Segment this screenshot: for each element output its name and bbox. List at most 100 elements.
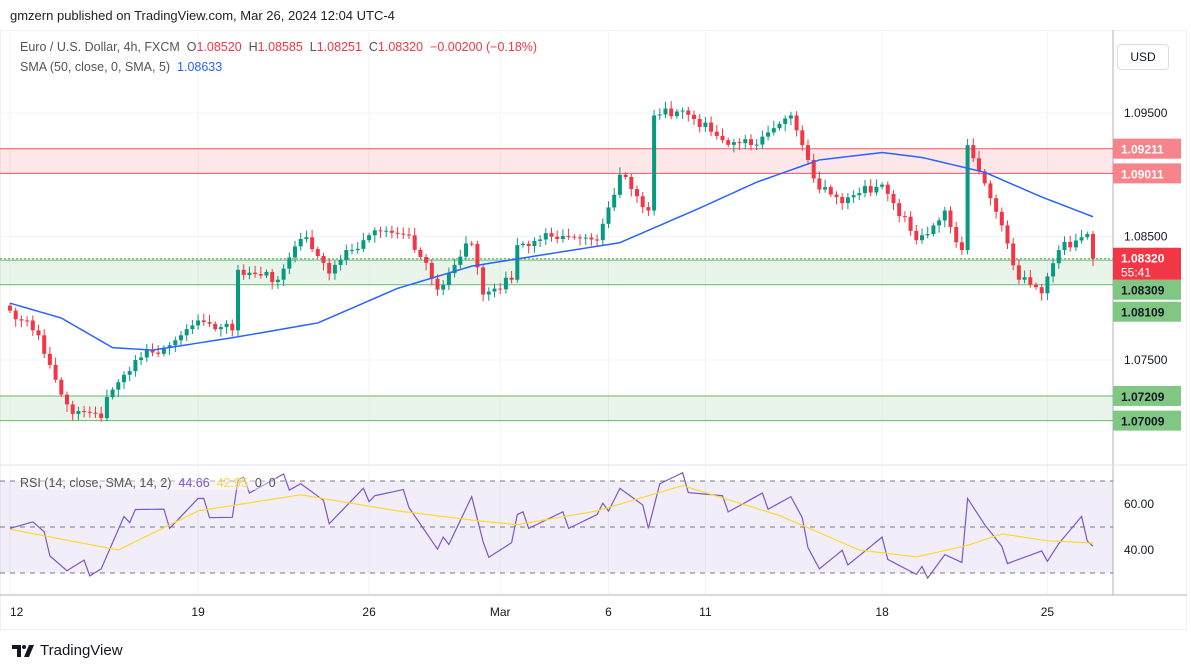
candle-down [1005, 225, 1010, 244]
candle-up [521, 243, 525, 246]
candle-down [646, 207, 651, 211]
candle-down [36, 330, 41, 336]
candle-down [25, 320, 30, 322]
candle-up [942, 210, 947, 221]
rsi-legend[interactable]: RSI (14, close, SMA, 14, 2) 44.66 42.95 … [20, 476, 276, 490]
level-price-label: 1.08309 [1121, 284, 1165, 298]
candle-down [794, 115, 799, 131]
time-tick-label: 12 [10, 605, 24, 619]
candle-down [806, 145, 810, 160]
candle-down [13, 310, 18, 320]
candle-down [65, 394, 69, 405]
low-value: 1.08251 [316, 40, 362, 54]
candle-down [321, 256, 326, 263]
candle-up [743, 139, 748, 144]
candle-down [42, 335, 47, 354]
candle-down [70, 404, 75, 414]
time-tick-label: Mar [490, 605, 511, 619]
candle-down [686, 110, 691, 115]
candle-down [566, 235, 571, 237]
candle-down [629, 176, 634, 190]
candle-up [446, 273, 451, 286]
candle-up [190, 325, 195, 330]
candle-up [1056, 250, 1061, 264]
candle-down [150, 350, 155, 353]
candle-down [811, 159, 816, 179]
rsi-band-background [0, 481, 1113, 573]
candle-down [82, 411, 87, 413]
candle-down [982, 171, 987, 184]
symbol-name[interactable]: Euro / U.S. Dollar, 4h, FXCM [20, 40, 180, 54]
time-tick-label: 26 [362, 605, 376, 619]
candle-up [652, 115, 657, 211]
candle-up [612, 194, 617, 208]
rsi-label: RSI (14, close, SMA, 14, 2) [20, 476, 172, 490]
candle-up [184, 329, 189, 336]
chart-frame[interactable]: 1.09500 1.08500 1.07500 1.09211 1.09011 1.083… [0, 29, 1188, 631]
sma-label: SMA (50, close, 0, SMA, 5) [20, 60, 171, 74]
candle-up [823, 187, 828, 190]
level-price-tag [1113, 279, 1181, 300]
candle-up [452, 264, 457, 274]
candle-up [1045, 276, 1050, 294]
level-price-tag [1113, 163, 1181, 184]
tradingview-logo[interactable]: TradingView [12, 642, 123, 659]
candle-down [475, 243, 480, 268]
candle-down [891, 193, 896, 204]
candle-up [657, 114, 662, 116]
level-price-label: 1.08109 [1121, 306, 1165, 320]
candle-down [156, 352, 161, 354]
candle-down [418, 249, 423, 258]
candle-up [236, 269, 240, 331]
candle-up [144, 350, 149, 358]
candle-up [788, 115, 793, 119]
candle-down [310, 237, 315, 250]
candle-down [885, 184, 890, 194]
candle-down [988, 183, 993, 199]
candle-down [315, 249, 320, 257]
resistance-zone [0, 148, 1113, 174]
candle-down [954, 227, 959, 243]
candle-down [424, 257, 429, 263]
candle-up [372, 230, 377, 236]
rsi-extra-2: 0 [268, 476, 276, 490]
candle-down [378, 230, 383, 232]
candle-down [589, 237, 594, 240]
candle-up [367, 235, 372, 241]
candle-up [703, 122, 708, 127]
rsi-sma-line [9, 484, 1094, 558]
candle-up [179, 335, 183, 341]
candle-up [937, 220, 942, 226]
candle-up [441, 285, 446, 290]
candle-up [760, 136, 765, 145]
current-price-label: 1.08320 [1121, 252, 1165, 266]
candle-down [999, 211, 1004, 226]
currency-button[interactable]: USD [1117, 44, 1169, 70]
candle-down [908, 216, 913, 231]
open-label: O [186, 40, 197, 54]
candle-up [680, 110, 685, 112]
candle-down [555, 236, 560, 239]
candle-down [1028, 277, 1033, 285]
publish-attribution: gmzern published on TradingView.com, Mar… [10, 8, 395, 23]
candle-down [692, 114, 696, 119]
candle-down [412, 235, 417, 250]
candle-up [304, 237, 309, 239]
candle-down [213, 323, 218, 330]
candle-down [914, 230, 919, 241]
candle-up [1073, 240, 1078, 248]
candle-up [880, 184, 885, 187]
candle-down [8, 305, 12, 311]
bar-countdown: 55:41 [1121, 266, 1151, 280]
candle-down [635, 189, 639, 197]
candle-up [560, 235, 565, 239]
candle-up [133, 360, 138, 372]
rsi-tick-label: 60.00 [1124, 497, 1154, 511]
candle-up [350, 250, 354, 252]
candle-down [834, 194, 839, 197]
sma-legend[interactable]: SMA (50, close, 0, SMA, 5) 1.08633 [20, 60, 222, 74]
price-chart[interactable]: 1.09500 1.08500 1.07500 1.09211 1.09011 1.083… [0, 29, 1188, 631]
candle-up [355, 248, 360, 251]
candle-down [720, 135, 725, 141]
candle-up [287, 257, 292, 269]
